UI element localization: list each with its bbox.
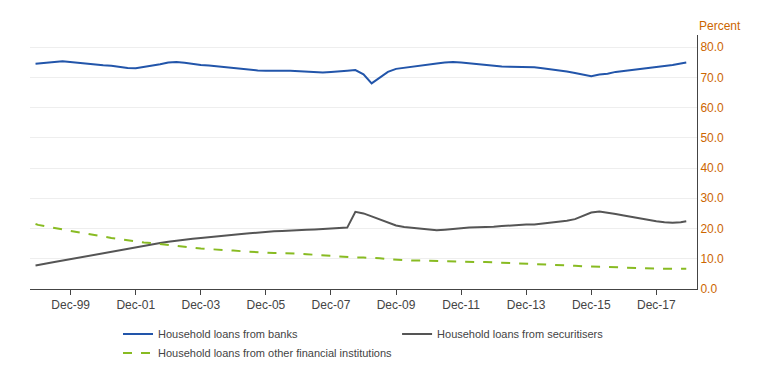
svg-text:Dec-05: Dec-05 — [247, 298, 286, 312]
svg-text:Household loans from other fin: Household loans from other financial ins… — [158, 347, 392, 359]
svg-text:Dec-15: Dec-15 — [572, 298, 611, 312]
svg-text:Dec-13: Dec-13 — [507, 298, 546, 312]
svg-text:Dec-99: Dec-99 — [51, 298, 90, 312]
svg-text:Household loans from banks: Household loans from banks — [158, 328, 298, 340]
svg-text:Percent: Percent — [699, 19, 741, 33]
svg-text:60.0: 60.0 — [700, 101, 724, 115]
svg-text:70.0: 70.0 — [700, 71, 724, 85]
svg-text:10.0: 10.0 — [700, 252, 724, 266]
svg-text:20.0: 20.0 — [700, 222, 724, 236]
svg-text:Dec-07: Dec-07 — [312, 298, 351, 312]
svg-text:80.0: 80.0 — [700, 40, 724, 54]
svg-text:30.0: 30.0 — [700, 191, 724, 205]
svg-text:Dec-09: Dec-09 — [377, 298, 416, 312]
svg-text:Dec-17: Dec-17 — [637, 298, 676, 312]
svg-text:Dec-11: Dec-11 — [442, 298, 480, 312]
svg-text:Dec-01: Dec-01 — [116, 298, 155, 312]
svg-text:0.0: 0.0 — [700, 282, 717, 296]
svg-text:Household loans from securitis: Household loans from securitisers — [437, 328, 603, 340]
svg-text:Dec-03: Dec-03 — [181, 298, 220, 312]
svg-text:40.0: 40.0 — [700, 161, 724, 175]
svg-text:50.0: 50.0 — [700, 131, 724, 145]
